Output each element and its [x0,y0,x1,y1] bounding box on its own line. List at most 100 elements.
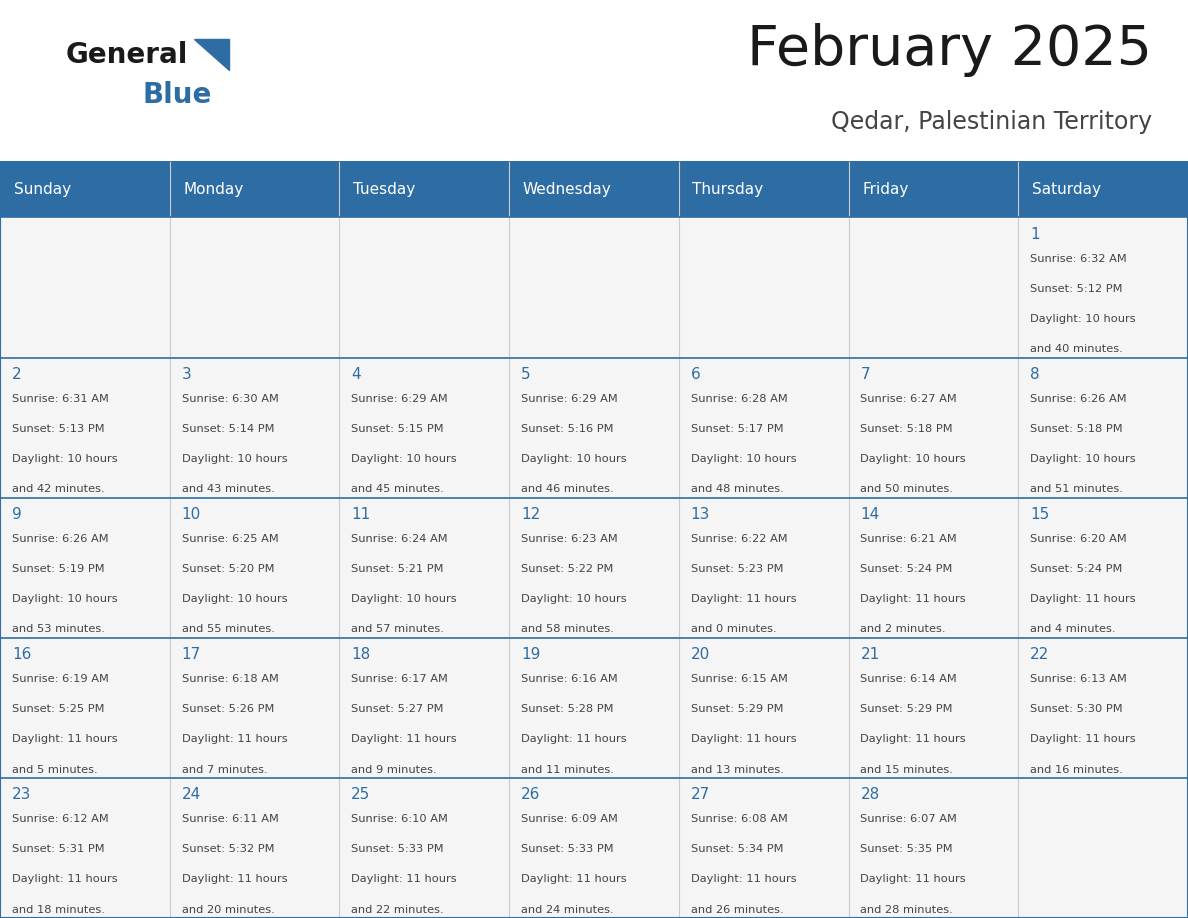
Bar [170,218,340,357]
Text: Sunset: 5:24 PM: Sunset: 5:24 PM [1030,565,1123,574]
Text: 7: 7 [860,366,870,382]
Text: Sunrise: 6:29 AM: Sunrise: 6:29 AM [352,394,448,404]
Text: 6: 6 [690,366,701,382]
Text: Sunrise: 6:25 AM: Sunrise: 6:25 AM [182,534,278,544]
Bar [340,498,510,638]
Text: Sunrise: 6:14 AM: Sunrise: 6:14 AM [860,674,958,684]
Text: 10: 10 [182,507,201,521]
Text: Daylight: 10 hours: Daylight: 10 hours [690,454,796,465]
Text: 13: 13 [690,507,710,521]
Text: Daylight: 10 hours: Daylight: 10 hours [182,594,287,604]
Text: Saturday: Saturday [1032,182,1101,196]
Text: Daylight: 11 hours: Daylight: 11 hours [1030,594,1136,604]
Text: and 5 minutes.: and 5 minutes. [12,765,97,775]
Text: 9: 9 [12,507,21,521]
Text: Sunrise: 6:27 AM: Sunrise: 6:27 AM [860,394,958,404]
Text: Sunrise: 6:20 AM: Sunrise: 6:20 AM [1030,534,1127,544]
Text: Daylight: 10 hours: Daylight: 10 hours [1030,314,1136,324]
Bar [848,638,1018,778]
Bar [678,638,848,778]
Bar [170,778,340,918]
Text: Sunset: 5:25 PM: Sunset: 5:25 PM [12,704,105,714]
Text: Friday: Friday [862,182,909,196]
Text: Sunset: 5:13 PM: Sunset: 5:13 PM [12,424,105,434]
Text: Sunrise: 6:15 AM: Sunrise: 6:15 AM [690,674,788,684]
Text: Sunset: 5:17 PM: Sunset: 5:17 PM [690,424,783,434]
Text: Sunrise: 6:09 AM: Sunrise: 6:09 AM [522,814,618,824]
Text: Daylight: 10 hours: Daylight: 10 hours [522,454,626,465]
Bar [678,358,848,498]
Text: 1: 1 [1030,227,1040,241]
Text: and 0 minutes.: and 0 minutes. [690,624,777,634]
Text: and 40 minutes.: and 40 minutes. [1030,344,1123,354]
Text: Sunset: 5:30 PM: Sunset: 5:30 PM [1030,704,1123,714]
Text: Sunrise: 6:29 AM: Sunrise: 6:29 AM [522,394,618,404]
Text: Sunset: 5:19 PM: Sunset: 5:19 PM [12,565,105,574]
Bar [510,778,678,918]
Bar [510,638,678,778]
Bar [848,358,1018,498]
Text: Sunrise: 6:32 AM: Sunrise: 6:32 AM [1030,253,1127,263]
Text: Sunset: 5:20 PM: Sunset: 5:20 PM [182,565,274,574]
Bar [0,218,170,357]
Text: Sunset: 5:14 PM: Sunset: 5:14 PM [182,424,274,434]
Text: Daylight: 10 hours: Daylight: 10 hours [522,594,626,604]
Text: and 51 minutes.: and 51 minutes. [1030,485,1123,494]
Text: Daylight: 11 hours: Daylight: 11 hours [182,875,287,884]
Text: Sunset: 5:24 PM: Sunset: 5:24 PM [860,565,953,574]
Text: Daylight: 11 hours: Daylight: 11 hours [860,734,966,744]
Text: and 7 minutes.: and 7 minutes. [182,765,267,775]
Text: and 53 minutes.: and 53 minutes. [12,624,105,634]
Text: Sunset: 5:33 PM: Sunset: 5:33 PM [352,845,444,855]
Text: Daylight: 10 hours: Daylight: 10 hours [182,454,287,465]
Bar [678,778,848,918]
Text: Sunset: 5:29 PM: Sunset: 5:29 PM [860,704,953,714]
Bar [170,358,340,498]
Text: and 16 minutes.: and 16 minutes. [1030,765,1123,775]
Bar [0,161,1188,218]
Text: Sunrise: 6:08 AM: Sunrise: 6:08 AM [690,814,788,824]
Text: Thursday: Thursday [693,182,764,196]
Text: Sunrise: 6:21 AM: Sunrise: 6:21 AM [860,534,958,544]
Text: Sunrise: 6:19 AM: Sunrise: 6:19 AM [12,674,109,684]
Text: Daylight: 11 hours: Daylight: 11 hours [522,875,626,884]
Text: Sunset: 5:12 PM: Sunset: 5:12 PM [1030,284,1123,294]
Text: 27: 27 [690,787,710,802]
Text: 8: 8 [1030,366,1040,382]
Text: Sunrise: 6:24 AM: Sunrise: 6:24 AM [352,534,448,544]
Text: Sunset: 5:15 PM: Sunset: 5:15 PM [352,424,444,434]
Text: 11: 11 [352,507,371,521]
Text: General: General [65,41,188,70]
Text: 19: 19 [522,647,541,662]
Text: Sunset: 5:22 PM: Sunset: 5:22 PM [522,565,613,574]
Text: Daylight: 11 hours: Daylight: 11 hours [522,734,626,744]
Text: Daylight: 11 hours: Daylight: 11 hours [182,734,287,744]
Text: and 48 minutes.: and 48 minutes. [690,485,784,494]
Text: 2: 2 [12,366,21,382]
Text: Sunrise: 6:12 AM: Sunrise: 6:12 AM [12,814,108,824]
Bar [0,498,170,638]
Text: Sunset: 5:35 PM: Sunset: 5:35 PM [860,845,953,855]
Text: 16: 16 [12,647,31,662]
Text: Sunrise: 6:07 AM: Sunrise: 6:07 AM [860,814,958,824]
Text: 28: 28 [860,787,879,802]
Text: Sunset: 5:31 PM: Sunset: 5:31 PM [12,845,105,855]
Text: Sunrise: 6:16 AM: Sunrise: 6:16 AM [522,674,618,684]
Text: February 2025: February 2025 [747,23,1152,77]
Text: Daylight: 11 hours: Daylight: 11 hours [1030,734,1136,744]
Bar [510,498,678,638]
Bar [1018,778,1188,918]
Bar [340,638,510,778]
Bar [848,218,1018,357]
Text: 14: 14 [860,507,879,521]
Text: Sunrise: 6:28 AM: Sunrise: 6:28 AM [690,394,788,404]
Text: 20: 20 [690,647,710,662]
Text: 22: 22 [1030,647,1049,662]
Text: 4: 4 [352,366,361,382]
Text: Sunrise: 6:22 AM: Sunrise: 6:22 AM [690,534,788,544]
Text: Sunset: 5:18 PM: Sunset: 5:18 PM [1030,424,1123,434]
Text: and 50 minutes.: and 50 minutes. [860,485,953,494]
Text: Sunset: 5:23 PM: Sunset: 5:23 PM [690,565,783,574]
Text: and 4 minutes.: and 4 minutes. [1030,624,1116,634]
Text: and 42 minutes.: and 42 minutes. [12,485,105,494]
